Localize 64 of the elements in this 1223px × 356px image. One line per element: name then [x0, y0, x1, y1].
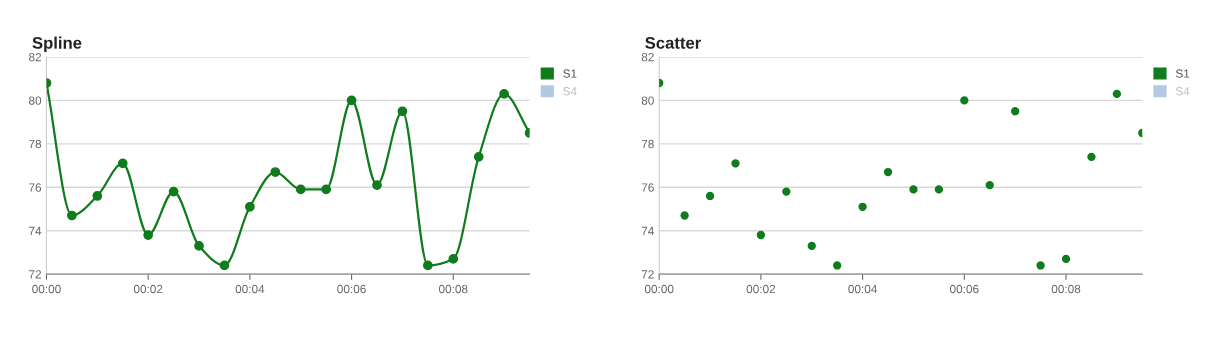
chart-title: Scatter [645, 36, 701, 49]
y-tick-label: 74 [641, 226, 654, 235]
point [985, 180, 994, 190]
point [680, 211, 689, 220]
x-tick-label: 00:06 [949, 284, 979, 294]
x-tick-label: 00:04 [848, 284, 878, 294]
point [731, 159, 740, 168]
y-tick-label: 72 [29, 270, 42, 279]
point [67, 210, 77, 221]
y-tick-label: 74 [29, 226, 42, 235]
x-tick-label: 00:00 [644, 284, 674, 294]
x-tick-label: 00:06 [337, 284, 366, 294]
legend-label: S4 [563, 87, 577, 96]
point [321, 184, 332, 195]
x-tick-label: 00:08 [438, 284, 468, 294]
point [705, 191, 715, 201]
point [833, 261, 842, 270]
point [883, 167, 893, 177]
point [372, 180, 382, 190]
point [422, 260, 433, 271]
point [270, 167, 281, 177]
point [1036, 261, 1045, 270]
y-tick-label: 78 [29, 139, 42, 149]
point [219, 260, 230, 271]
y-tick-label: 72 [641, 270, 654, 279]
x-tick-label: 00:02 [746, 284, 776, 294]
x-tick-label: 00:04 [235, 284, 265, 294]
chart-title: Spline [32, 36, 82, 53]
point [782, 187, 791, 196]
point [960, 96, 969, 105]
point [397, 106, 408, 117]
point [168, 186, 179, 197]
point [295, 184, 306, 195]
point [143, 230, 154, 240]
point [1010, 107, 1020, 116]
point [1087, 152, 1096, 162]
point [245, 201, 255, 212]
y-tick-label: 80 [29, 96, 42, 105]
point [499, 89, 509, 99]
point [92, 191, 103, 201]
point [909, 185, 918, 194]
x-tick-label: 00:02 [133, 284, 163, 294]
y-tick-label: 82 [29, 52, 42, 62]
x-tick-label: 00:08 [1051, 284, 1081, 294]
y-tick-label: 76 [641, 183, 654, 192]
y-tick-label: 76 [29, 183, 42, 192]
legend-label: S1 [1175, 69, 1190, 78]
point [194, 241, 204, 251]
point [858, 202, 867, 211]
point [807, 241, 816, 251]
point [1061, 254, 1071, 264]
point [934, 185, 944, 194]
point [1112, 89, 1122, 99]
legend-label: S1 [563, 69, 577, 78]
point [346, 95, 357, 106]
point [117, 158, 128, 169]
y-tick-label: 80 [641, 96, 654, 105]
point [756, 230, 766, 240]
x-tick-label: 00:00 [32, 284, 61, 294]
y-tick-label: 82 [641, 52, 654, 62]
point [448, 254, 459, 264]
point [473, 151, 484, 162]
y-tick-label: 78 [641, 139, 654, 149]
legend-label: S4 [1175, 87, 1190, 96]
